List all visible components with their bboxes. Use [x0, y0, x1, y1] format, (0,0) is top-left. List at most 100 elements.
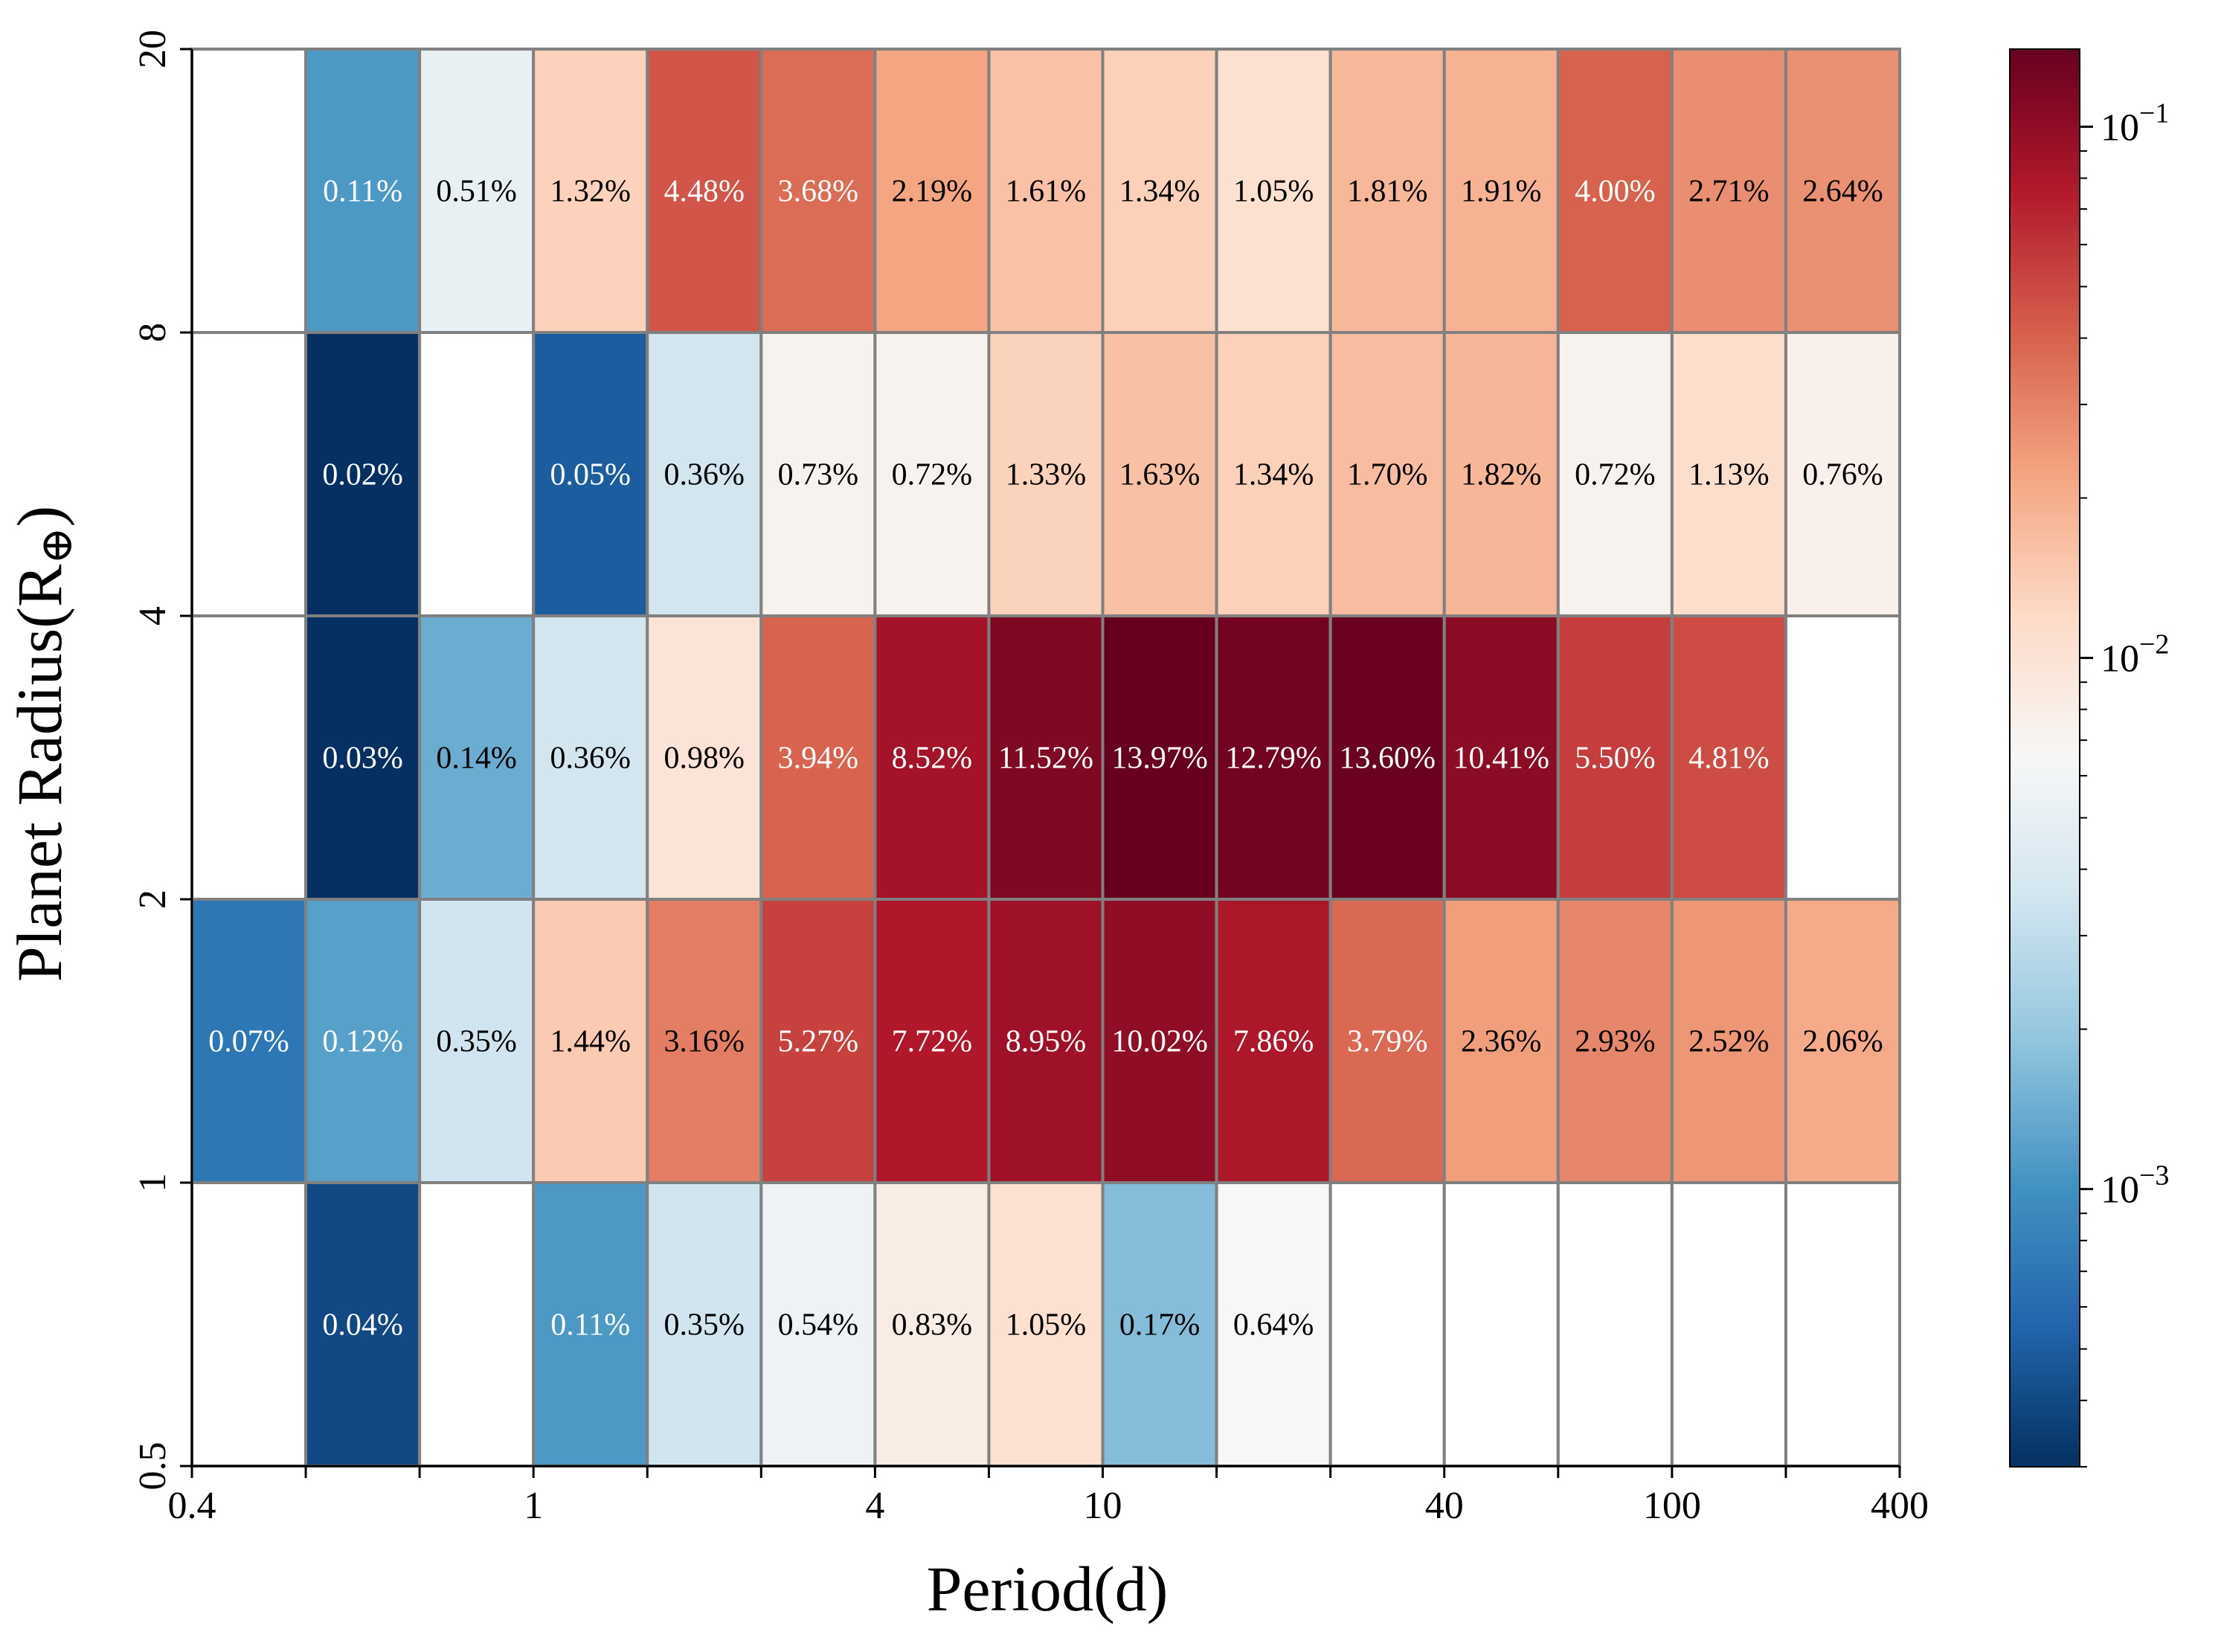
heatmap-cell [190, 1181, 308, 1468]
cell-value-label: 1.61% [1006, 175, 1087, 209]
heatmap-cell [1670, 1181, 1787, 1468]
y-tick-label: 1 [132, 1173, 174, 1192]
cell-value-label: 12.79% [1225, 742, 1322, 776]
heatmap-cell [1556, 1181, 1674, 1468]
y-tick-label: 8 [132, 323, 174, 342]
heatmap-cell [1215, 331, 1332, 617]
x-tick-label: 0.4 [168, 1485, 216, 1527]
heatmap-cell [646, 614, 763, 901]
colorbar-tick-label: 10−2 [2101, 629, 2169, 680]
cell-value-label: 8.52% [892, 742, 973, 776]
x-tick-label: 100 [1643, 1485, 1701, 1527]
heatmap-cell [759, 898, 877, 1184]
cell-value-label: 0.11% [550, 1308, 630, 1343]
x-tick-label: 1 [524, 1485, 543, 1527]
cell-value-label: 0.02% [322, 458, 403, 492]
heatmap-cell [873, 48, 991, 334]
cell-value-label: 3.79% [1347, 1025, 1428, 1059]
heatmap-cell [1556, 331, 1674, 617]
cell-value-label: 7.86% [1233, 1025, 1314, 1059]
heatmap-cell [1101, 331, 1218, 617]
y-axis-label-close: ) [4, 506, 75, 527]
colorbar: 10−3 10−2 10−1 [2009, 48, 2169, 1468]
heatmap-cell [1215, 898, 1332, 1184]
heatmap-cells: 0.11% 0.51% 1.32% 4.48% 3.68% 2.19% 1.61% 1.34%… [190, 48, 1902, 1468]
heatmap-cell [190, 331, 308, 617]
cell-value-label: 0.14% [436, 742, 517, 776]
cell-value-label: 1.34% [1233, 458, 1314, 492]
cell-value-label: 0.54% [778, 1308, 859, 1343]
cell-value-label: 1.33% [1006, 458, 1087, 492]
cell-value-label: 0.12% [322, 1025, 403, 1059]
heatmap-cell [987, 898, 1105, 1184]
heatmap-cell [304, 898, 422, 1184]
heatmap-cell [1215, 614, 1332, 901]
cell-value-label: 2.19% [892, 175, 973, 209]
heatmap-cell [1784, 48, 1902, 334]
y-tick-label: 4 [132, 606, 174, 626]
cell-value-label: 0.98% [664, 742, 745, 776]
cell-value-label: 7.72% [892, 1025, 973, 1059]
cell-value-label: 0.36% [550, 742, 631, 776]
cell-value-label: 0.83% [892, 1308, 973, 1343]
cell-value-label: 1.82% [1461, 458, 1542, 492]
heatmap-cell [1556, 898, 1674, 1184]
cell-value-label: 1.05% [1233, 175, 1314, 209]
cell-value-label: 4.81% [1688, 742, 1770, 776]
cell-value-label: 0.72% [1575, 458, 1656, 492]
colorbar-ticks: 10−3 10−2 10−1 [2080, 97, 2169, 1468]
heatmap-cell [304, 1181, 422, 1468]
cell-value-label: 4.00% [1575, 175, 1656, 209]
cell-value-label: 0.73% [778, 458, 859, 492]
cell-value-label: 0.11% [323, 175, 402, 209]
x-tick-label: 10 [1084, 1485, 1122, 1527]
cell-value-label: 0.64% [1233, 1308, 1314, 1343]
heatmap-cell [1784, 614, 1902, 901]
colorbar-tick-label: 10−3 [2101, 1160, 2169, 1212]
cell-value-label: 3.16% [664, 1025, 745, 1059]
cell-value-label: 2.64% [1802, 175, 1883, 209]
x-tick-label: 400 [1871, 1485, 1929, 1527]
x-axis-label: Period(d) [927, 1553, 1169, 1624]
heatmap-cell [1328, 1181, 1446, 1468]
cell-value-label: 3.94% [778, 742, 859, 776]
y-axis: 0.5 1 2 4 8 20 [132, 30, 192, 1491]
heatmap-cell [190, 48, 308, 334]
cell-value-label: 1.63% [1119, 458, 1201, 492]
cell-value-label: 2.71% [1688, 175, 1770, 209]
colorbar-gradient [2009, 48, 2080, 1468]
heatmap-cell [1556, 48, 1674, 334]
heatmap-cell [759, 331, 877, 617]
heatmap-cell [1328, 48, 1446, 334]
heatmap-cell [987, 1181, 1105, 1468]
cell-value-label: 1.81% [1347, 175, 1428, 209]
x-axis: 0.4 1 4 10 40 100 400 [168, 1466, 1929, 1527]
cell-value-label: 10.02% [1111, 1025, 1208, 1059]
cell-value-label: 5.27% [778, 1025, 859, 1059]
cell-value-label: 2.06% [1802, 1025, 1883, 1059]
cell-value-label: 0.35% [436, 1025, 517, 1059]
x-tick-label: 40 [1425, 1485, 1464, 1527]
heatmap-cell [532, 48, 649, 334]
heatmap-cell [418, 48, 536, 334]
heatmap-cell [418, 1181, 536, 1468]
cell-value-label: 13.60% [1339, 742, 1436, 776]
heatmap-cell [304, 48, 422, 334]
heatmap-cell [1101, 48, 1218, 334]
x-tick-label: 4 [865, 1485, 884, 1527]
heatmap-cell [1784, 1181, 1902, 1468]
heatmap-cell [1442, 1181, 1560, 1468]
heatmap-cell [418, 331, 536, 617]
colorbar-tick-label: 10−1 [2101, 97, 2169, 149]
cell-value-label: 8.95% [1006, 1025, 1087, 1059]
cell-value-label: 2.93% [1575, 1025, 1656, 1059]
heatmap-cell [646, 331, 763, 617]
cell-value-label: 0.76% [1802, 458, 1883, 492]
cell-value-label: 5.50% [1575, 742, 1656, 776]
y-tick-label: 0.5 [132, 1442, 174, 1491]
heatmap-cell [1328, 898, 1446, 1184]
cell-value-label: 0.07% [208, 1025, 289, 1059]
heatmap-cell [1784, 331, 1902, 617]
cell-value-label: 4.48% [664, 175, 745, 209]
cell-value-label: 2.52% [1688, 1025, 1770, 1059]
